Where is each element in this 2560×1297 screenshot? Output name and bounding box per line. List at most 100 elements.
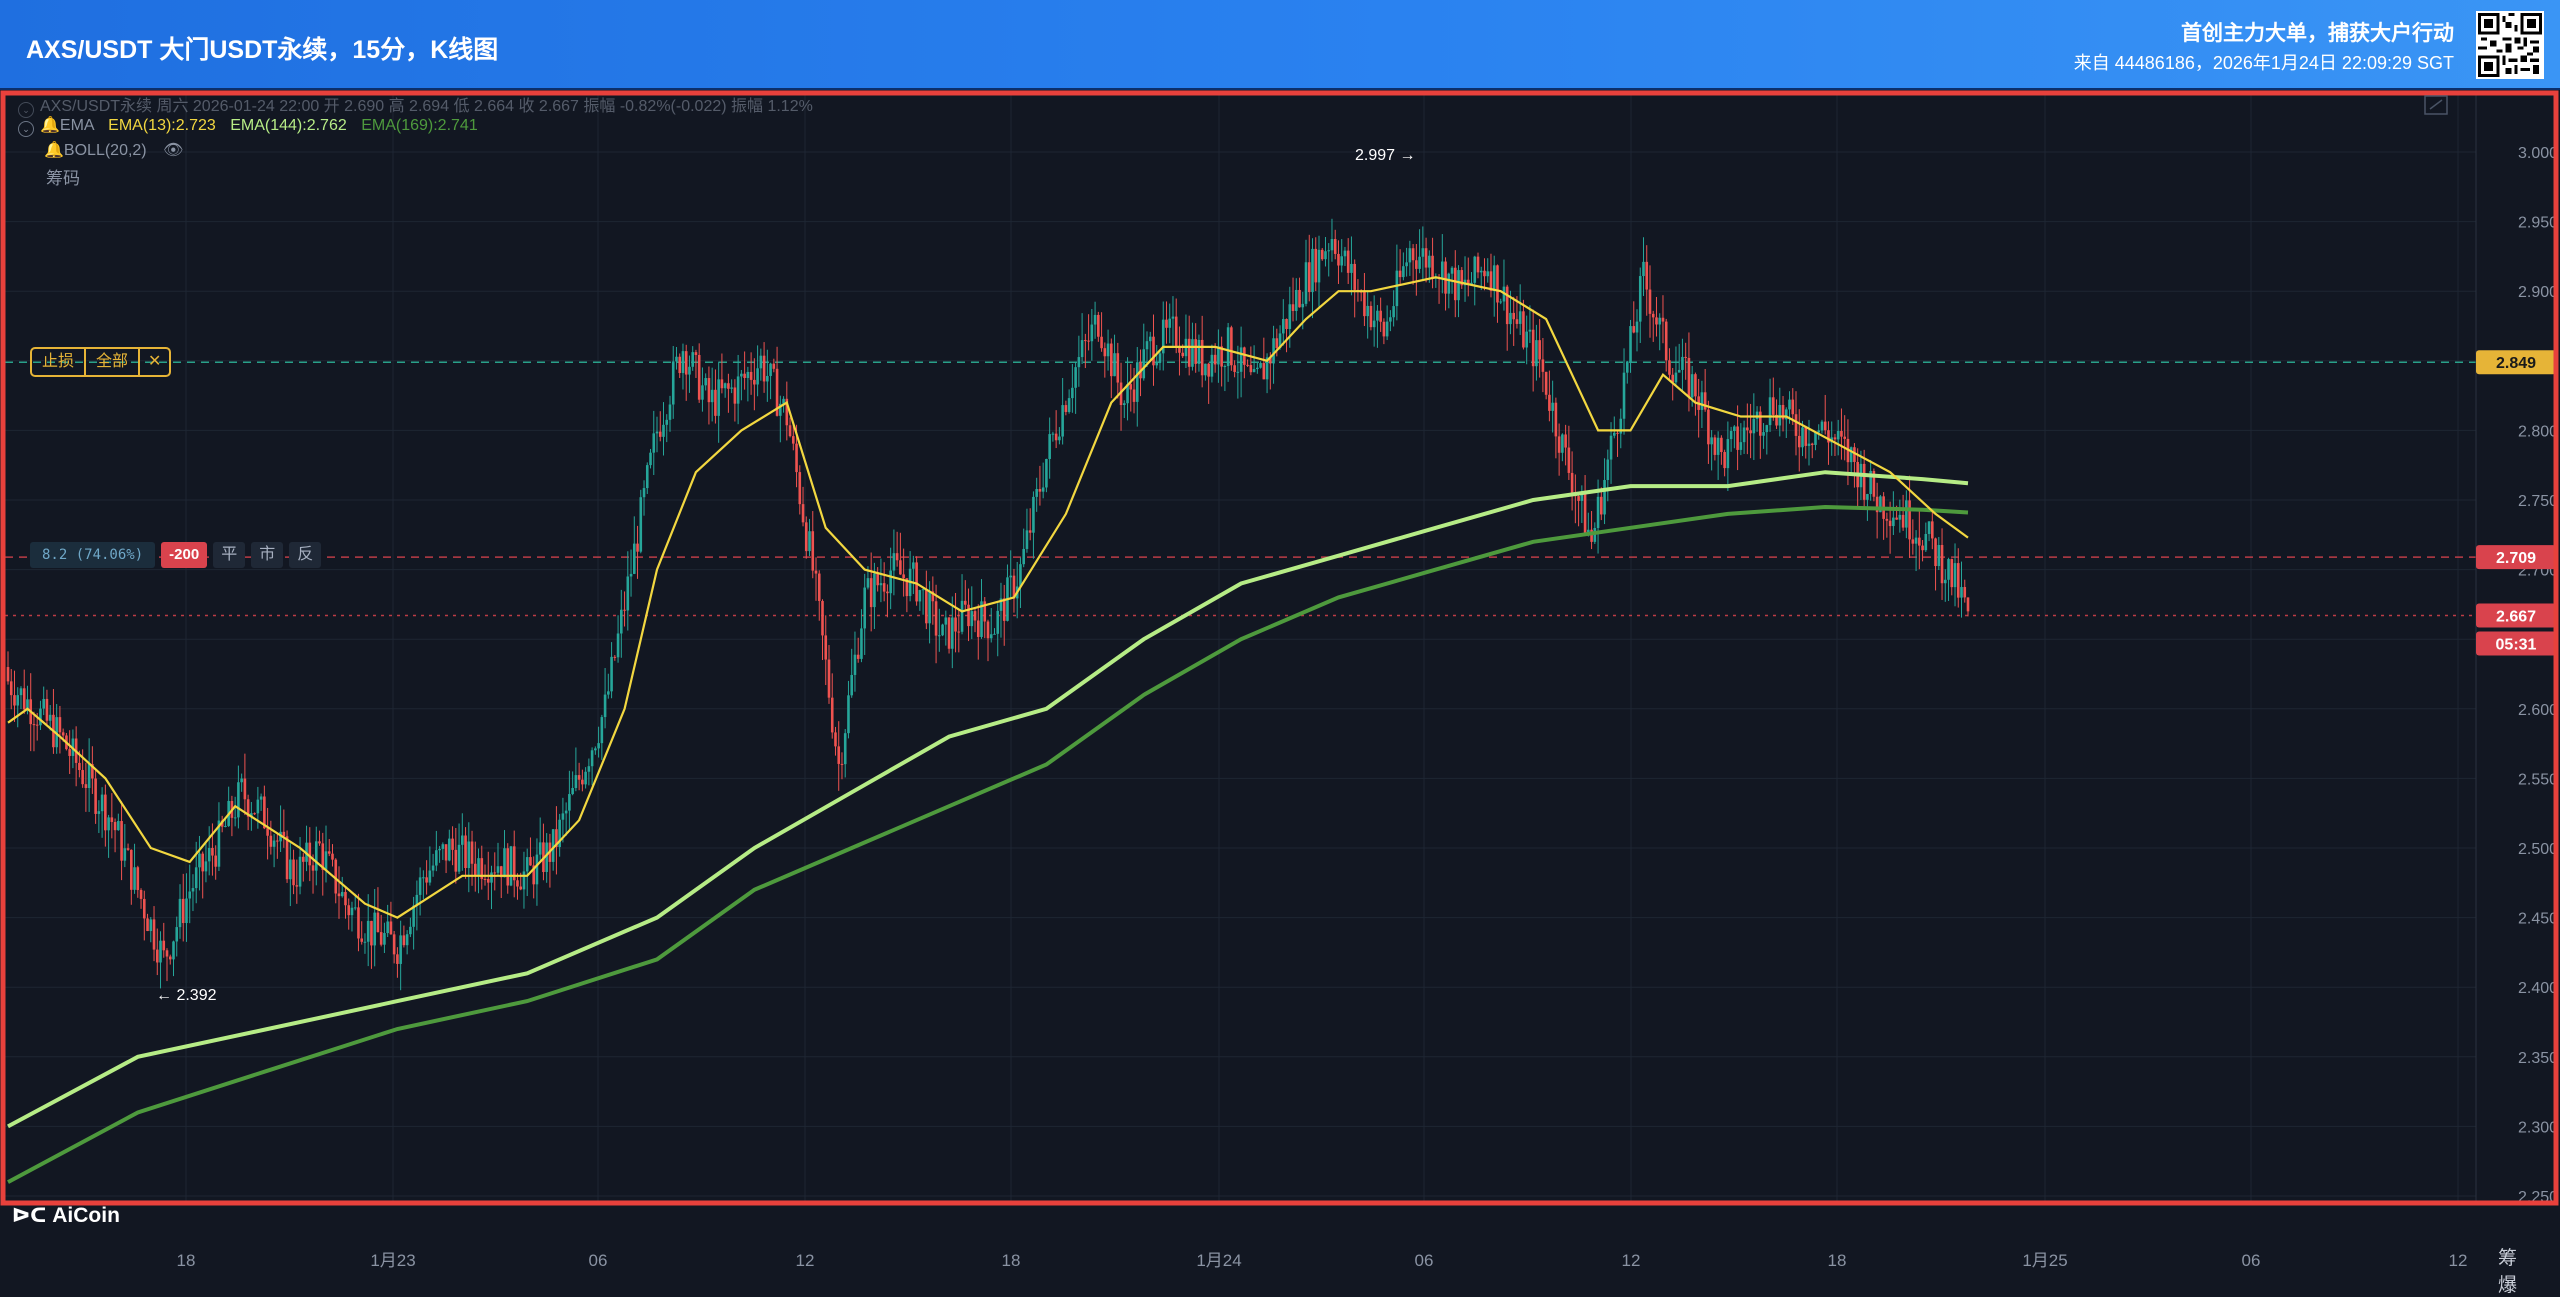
candle-body (564, 810, 568, 814)
bell-icon[interactable]: 🔔 (44, 142, 64, 159)
all-button[interactable]: 全部 (86, 349, 141, 375)
candle-body (766, 375, 769, 382)
header-source: 来自 44486186，2026年1月24日 22:09:29 SGT (2073, 53, 2454, 73)
candle-body (263, 796, 266, 829)
candlestick-chart[interactable]: 3.0002.9502.9002.8502.8002.7502.7002.650… (0, 90, 2560, 1280)
ema-legend[interactable]: ⌄ 🔔EMA EMA(13):2.723 EMA(144):2.762 EMA(1… (18, 115, 478, 137)
y-tick-label: 2.750 (2518, 493, 2558, 510)
candle-body (1596, 496, 1600, 528)
candle-body (1927, 521, 1931, 534)
candle-body (22, 688, 26, 710)
x-tick-label: 06 (2242, 1251, 2261, 1270)
candle-body (1794, 414, 1798, 436)
candle-body (1561, 434, 1564, 453)
candle-body (814, 570, 818, 574)
stop-loss-button[interactable]: 止损 (32, 349, 87, 375)
candle-body (438, 848, 441, 851)
candle-body (1577, 496, 1580, 501)
bell-icon[interactable]: 🔔 (40, 117, 60, 134)
candle-body (1320, 249, 1324, 260)
candle-body (847, 695, 850, 734)
reverse-button[interactable]: 反 (289, 542, 322, 568)
candle-body (1483, 270, 1486, 277)
candle-body (198, 853, 201, 868)
candle-body (1265, 357, 1269, 380)
y-tick-label: 2.400 (2518, 980, 2558, 997)
candle-body (1869, 470, 1872, 495)
candle-body (1486, 271, 1490, 277)
collapse-icon[interactable]: ⌄ (18, 121, 34, 137)
candle-body (464, 835, 467, 869)
candle-body (1077, 357, 1081, 368)
collapse-icon[interactable]: ⌄ (18, 102, 34, 118)
candle-body (1716, 437, 1720, 455)
candle-body (1103, 348, 1107, 357)
candle-body (1963, 587, 1967, 598)
candle-body (1681, 356, 1684, 370)
candle-body (701, 385, 704, 400)
candle-body (1340, 256, 1344, 266)
candle-body (782, 398, 785, 404)
candle-body (1256, 367, 1259, 370)
candle-body (1771, 397, 1775, 415)
candle-body (448, 838, 451, 861)
candle-body (1415, 260, 1418, 269)
candle-body (379, 932, 383, 945)
candle-body (1148, 336, 1152, 342)
candle-body (1658, 317, 1662, 325)
candle-body (694, 352, 698, 355)
eye-icon[interactable]: 👁 (163, 142, 184, 159)
candle-body (373, 912, 376, 946)
candle-body (409, 926, 412, 935)
candle-body (461, 835, 464, 845)
liquidation-toggle-button[interactable]: 爆 (2498, 1275, 2518, 1296)
candle-body (684, 351, 688, 375)
flat-button[interactable]: 平 (213, 542, 246, 568)
candle-body (1230, 327, 1233, 366)
candle-body (1911, 539, 1915, 544)
header-banner: AXS/USDT 大门USDT永续，15分，K线图 首创主力大单，捕获大户行动 … (0, 0, 2560, 90)
market-button[interactable]: 市 (251, 542, 284, 568)
candle-body (1281, 318, 1285, 334)
candle-body (1677, 369, 1681, 373)
crosshair-icon[interactable] (2424, 95, 2448, 115)
candle-body (337, 893, 341, 897)
candle-body (824, 635, 828, 660)
close-icon[interactable]: ✕ (148, 353, 162, 370)
candle-body (675, 356, 678, 362)
candle-body (1093, 314, 1097, 325)
candle-body (545, 842, 548, 872)
candle-body (1843, 436, 1846, 439)
candle-body (1207, 363, 1210, 377)
candle-body (863, 587, 866, 629)
candle-body (681, 351, 685, 374)
candle-body (191, 888, 195, 892)
candle-body (1002, 598, 1006, 621)
candle-body (668, 404, 672, 420)
position-bar[interactable]: 8.2 (74.06%) -200 平 市 反 (30, 542, 322, 568)
candle-body (1064, 405, 1068, 412)
candle-body (736, 376, 740, 404)
candle-body (947, 617, 951, 649)
boll-legend[interactable]: 🔔BOLL(20,2) 👁 (44, 142, 184, 159)
candle-body (499, 866, 503, 878)
candle-body (1178, 345, 1181, 353)
candle-body (1966, 597, 1970, 612)
candle-body (1428, 255, 1431, 268)
candle-body (788, 425, 792, 437)
candle-body (697, 354, 701, 400)
candle-body (1879, 496, 1882, 513)
candle-body (214, 855, 217, 867)
position-pnl: 8.2 (74.06%) (30, 542, 156, 568)
candle-body (1814, 432, 1817, 445)
candle-body (1152, 336, 1155, 366)
chips-toggle-button[interactable]: 筹 (2498, 1248, 2518, 1269)
candle-body (753, 379, 756, 385)
chips-label[interactable]: 筹码 (46, 169, 80, 188)
candle-body (879, 583, 883, 586)
candle-body (35, 724, 39, 726)
candle-body (272, 840, 276, 847)
candle-body (886, 591, 889, 594)
stop-loss-order-bar[interactable]: 止损 全部 ✕ (30, 347, 172, 377)
corner-buttons[interactable]: 筹爆 (2498, 1243, 2560, 1297)
